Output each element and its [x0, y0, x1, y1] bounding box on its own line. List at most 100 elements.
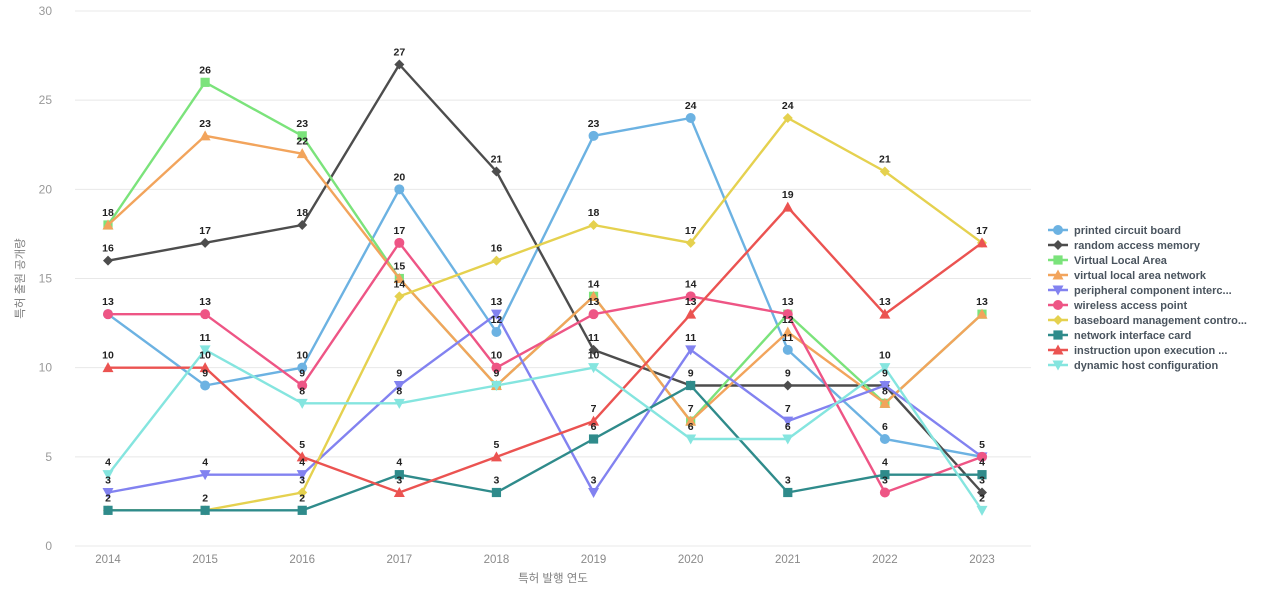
data-label: 3 — [105, 475, 111, 487]
y-tick-label: 5 — [45, 450, 52, 464]
data-label: 13 — [782, 296, 794, 308]
data-label: 23 — [296, 118, 308, 130]
series-line — [106, 81, 984, 423]
marker-diamond — [200, 237, 211, 248]
x-tick-label: 2021 — [775, 554, 801, 566]
marker-circle — [588, 130, 599, 141]
legend-item[interactable]: wireless access point — [1048, 300, 1187, 312]
marker-triangle-down — [588, 363, 600, 374]
marker-diamond — [394, 59, 405, 70]
marker-circle — [977, 451, 987, 462]
data-label: 8 — [396, 385, 402, 397]
marker-square — [977, 470, 987, 480]
marker-circle — [685, 113, 696, 123]
marker-square — [491, 487, 502, 498]
data-label: 13 — [879, 296, 891, 308]
legend-item[interactable]: network interface card — [1048, 330, 1191, 342]
marker-triangle-up — [782, 201, 794, 212]
data-label: 11 — [200, 332, 211, 344]
marker-triangle-up — [588, 415, 600, 426]
data-label: 16 — [102, 243, 114, 255]
series-network-interface-card — [103, 380, 987, 515]
data-label: 9 — [785, 368, 791, 380]
data-label: 6 — [688, 421, 694, 433]
data-label: 9 — [396, 368, 402, 380]
y-axis-title: 특허 출원 공개량 — [13, 238, 27, 319]
marker-triangle-down — [685, 434, 697, 445]
marker-triangle-down — [588, 488, 600, 498]
data-label: 3 — [591, 475, 597, 487]
marker-diamond — [782, 113, 793, 123]
marker-square — [103, 505, 113, 515]
x-tick-label: 2020 — [678, 554, 704, 566]
legend-item[interactable]: peripheral component interc... — [1048, 285, 1232, 297]
legend-item[interactable]: Virtual Local Area — [1048, 255, 1168, 267]
marker-square — [394, 470, 404, 480]
data-label: 4 — [979, 457, 985, 469]
marker-circle — [879, 434, 890, 444]
data-label: 7 — [591, 403, 597, 415]
data-label: 21 — [491, 154, 503, 166]
legend-label: dynamic host configuration — [1074, 360, 1219, 372]
marker-circle — [782, 344, 793, 355]
data-label: 11 — [782, 332, 793, 344]
legend-item[interactable]: random access memory — [1048, 240, 1201, 252]
marker-triangle-down — [296, 398, 308, 409]
marker-circle — [297, 380, 308, 391]
marker-circle — [1053, 300, 1063, 310]
data-label: 8 — [882, 385, 888, 397]
marker-diamond — [491, 255, 502, 266]
marker-square — [297, 505, 307, 515]
marker-triangle-up — [393, 487, 405, 497]
marker-triangle-up — [393, 273, 405, 283]
legend-item[interactable]: virtual local area network — [1048, 269, 1207, 283]
data-label: 6 — [785, 421, 791, 433]
legend-item[interactable]: instruction upon execution ... — [1048, 344, 1227, 358]
data-label: 17 — [685, 225, 697, 237]
marker-diamond — [1053, 315, 1063, 325]
y-tick-label: 15 — [39, 272, 53, 286]
series-line — [106, 348, 984, 512]
series-line — [106, 116, 984, 512]
data-label: 11 — [685, 332, 696, 344]
marker-triangle-down — [393, 398, 405, 409]
marker-triangle-down — [1052, 360, 1064, 371]
data-label: 17 — [199, 225, 211, 237]
legend-label: wireless access point — [1073, 300, 1187, 312]
legend-label: network interface card — [1074, 330, 1191, 342]
data-label: 4 — [299, 457, 305, 469]
marker-diamond — [879, 166, 890, 177]
marker-triangle-down — [879, 381, 891, 391]
data-label: 3 — [785, 475, 791, 487]
data-label: 14 — [685, 278, 697, 290]
data-label: 3 — [494, 475, 500, 487]
x-tick-label: 2019 — [581, 554, 607, 566]
marker-diamond — [1053, 240, 1063, 250]
legend-item[interactable]: dynamic host configuration — [1048, 360, 1219, 372]
data-label: 11 — [588, 332, 599, 344]
series-line — [106, 384, 984, 512]
marker-diamond — [394, 291, 405, 302]
marker-square — [200, 77, 210, 87]
marker-square — [1053, 330, 1063, 340]
legend-item[interactable]: baseboard management contro... — [1048, 315, 1247, 327]
marker-triangle-up — [199, 362, 211, 373]
y-tick-label: 25 — [39, 93, 53, 107]
legend: printed circuit board random access memor… — [1048, 225, 1247, 372]
marker-square — [588, 434, 599, 444]
series-printed-circuit-board — [103, 113, 987, 462]
data-label: 16 — [491, 243, 503, 255]
data-label: 13 — [199, 296, 211, 308]
x-tick-label: 2015 — [192, 554, 218, 566]
x-axis-title: 특허 발행 연도 — [518, 572, 588, 585]
marker-triangle-up — [296, 148, 308, 159]
marker-triangle-up — [879, 397, 891, 408]
data-label: 18 — [102, 207, 114, 219]
data-label: 3 — [979, 475, 985, 487]
legend-item[interactable]: printed circuit board — [1048, 225, 1181, 237]
y-tick-label: 30 — [39, 4, 53, 18]
series-virtual-local-area — [103, 77, 987, 426]
x-tick-label: 2014 — [95, 554, 121, 566]
